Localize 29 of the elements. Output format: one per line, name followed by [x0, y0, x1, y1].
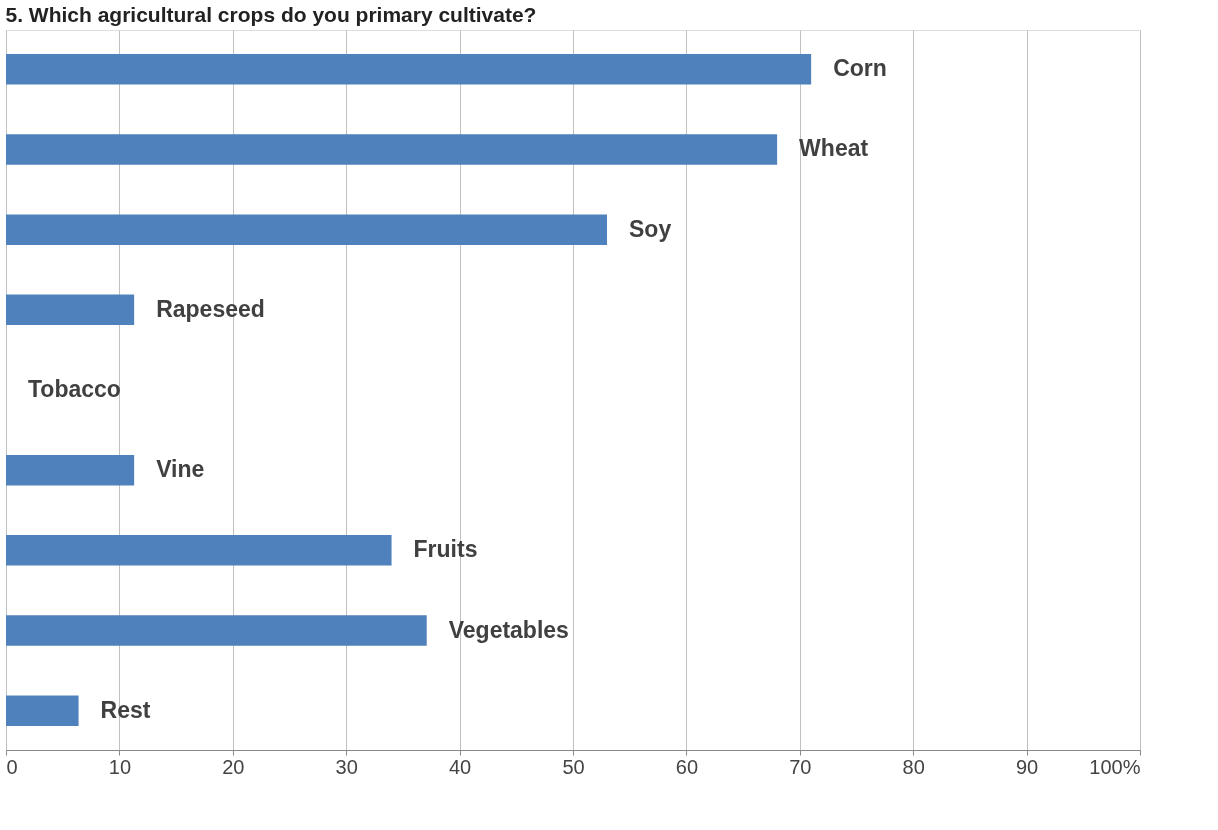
bar — [6, 454, 135, 486]
x-tick-label: 20 — [222, 755, 245, 778]
y-tick-label: Fruits — [413, 536, 478, 563]
y-tick-label: Vine — [156, 456, 205, 483]
x-tick-label: 80 — [902, 755, 925, 778]
bar — [6, 214, 608, 245]
x-tick-label: 0 — [6, 755, 18, 778]
bar — [6, 615, 427, 646]
x-tick-label: 10 — [108, 755, 132, 778]
y-tick-label: Rapeseed — [156, 295, 265, 322]
bar — [6, 294, 135, 326]
y-tick-label: Soy — [629, 215, 672, 242]
x-tick-label: 70 — [789, 755, 812, 778]
bar — [6, 54, 812, 85]
x-tick-label: 40 — [448, 755, 472, 778]
x-tick-label: 50 — [562, 755, 585, 778]
bar — [6, 134, 778, 165]
bar — [6, 535, 392, 566]
y-tick-label: Tobacco — [28, 376, 121, 402]
y-tick-label: Rest — [100, 696, 151, 723]
y-tick-label: Vegetables — [448, 616, 569, 643]
y-tick-label: Corn — [833, 55, 887, 82]
x-tick-label: 100% — [1089, 755, 1141, 778]
chart-title: 5. Which agricultural crops do you primary cultivate? — [5, 3, 537, 26]
y-tick-label: Wheat — [799, 135, 869, 162]
x-tick-label: 60 — [675, 755, 699, 778]
x-tick-label: 90 — [1015, 755, 1039, 778]
bar — [6, 695, 79, 726]
x-tick-label: 30 — [335, 755, 358, 778]
